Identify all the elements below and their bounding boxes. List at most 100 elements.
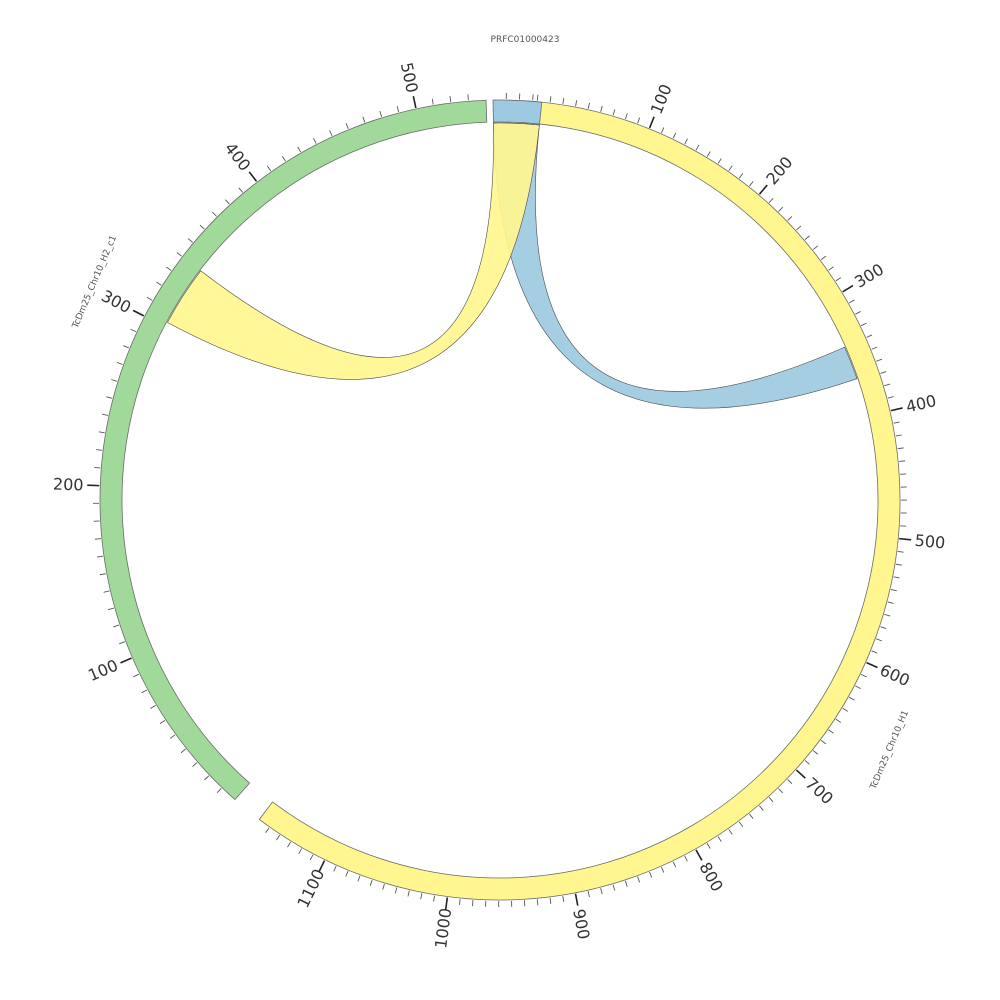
tick-label-tcdm25-chr10-h2-c1: 300 (98, 286, 134, 317)
minor-tick (684, 855, 688, 862)
minor-tick (624, 113, 628, 120)
minor-tick (728, 829, 733, 835)
minor-tick (848, 696, 855, 701)
minor-tick (281, 155, 286, 162)
minor-tick (116, 362, 123, 365)
minor-tick (562, 895, 565, 903)
minor-tick (329, 130, 333, 137)
minor-tick (835, 277, 842, 282)
major-tick (695, 849, 703, 861)
minor-tick (820, 739, 827, 745)
minor-tick (890, 589, 897, 592)
minor-tick (871, 650, 878, 654)
minor-tick (895, 434, 902, 437)
minor-tick (146, 296, 153, 301)
major-tick (574, 893, 579, 906)
minor-tick (778, 206, 784, 212)
minor-tick (612, 884, 616, 891)
minor-tick (876, 358, 883, 362)
tick-label-tcdm25-chr10-h2-c1: 500 (397, 61, 422, 95)
tick-label-tcdm25-chr10-h2-c1: 400 (221, 139, 255, 175)
major-tick (120, 657, 132, 664)
minor-tick (600, 888, 603, 895)
minor-tick (166, 266, 172, 271)
minor-tick (695, 144, 700, 151)
ribbons-layer (167, 122, 858, 409)
minor-tick (199, 224, 205, 230)
major-tick (758, 184, 768, 195)
minor-tick (123, 345, 130, 349)
minor-tick (649, 871, 653, 878)
minor-tick (96, 449, 103, 451)
minor-tick (192, 762, 198, 767)
minor-tick (899, 460, 906, 462)
minor-tick (880, 626, 887, 629)
minor-tick (396, 106, 400, 113)
ticks-layer (87, 93, 912, 910)
minor-tick (180, 748, 186, 754)
minor-tick (265, 827, 270, 834)
minor-tick (884, 613, 891, 617)
minor-tick (459, 898, 461, 906)
tick-label-tcdm25-chr10-h2-c1: 200 (53, 474, 84, 494)
minor-tick (880, 371, 887, 374)
minor-tick (224, 199, 230, 205)
minor-tick (276, 834, 281, 841)
minor-tick (266, 165, 272, 172)
minor-tick (828, 729, 834, 734)
minor-tick (587, 102, 590, 109)
tick-label-tcdm25-chr10-h1: 400 (904, 391, 938, 416)
tick-label-tcdm25-chr10-h1: 600 (877, 660, 913, 690)
sector-tcdm25-chr10-h1 (258, 100, 901, 901)
minor-tick (684, 138, 688, 145)
major-tick (648, 116, 655, 129)
minor-tick (575, 100, 578, 107)
minor-tick (536, 899, 539, 906)
major-tick (248, 171, 258, 182)
minor-tick (150, 704, 156, 709)
minor-tick (106, 396, 113, 399)
minor-tick (94, 538, 101, 540)
minor-tick (871, 346, 878, 350)
minor-tick (187, 238, 193, 243)
tick-label-tcdm25-chr10-h1: 300 (851, 260, 887, 292)
minor-tick (672, 861, 677, 868)
minor-tick (298, 848, 303, 854)
minor-tick (855, 685, 861, 690)
minor-tick (102, 413, 109, 416)
minor-tick (600, 105, 603, 112)
major-tick (899, 537, 912, 541)
minor-tick (176, 252, 182, 257)
minor-tick (133, 673, 140, 678)
tick-label-tcdm25-chr10-h1: 800 (695, 859, 727, 895)
major-tick (132, 309, 145, 317)
minor-tick (309, 854, 314, 861)
segment-label-prfc01000423: PRFC01000423 (491, 35, 560, 45)
minor-tick (866, 334, 873, 338)
minor-tick (433, 895, 436, 902)
minor-tick (749, 181, 754, 187)
minor-tick (897, 447, 904, 450)
segment-label-tcdm25-chr10-h1: TcDm25_Chr10_H1 (868, 709, 911, 792)
tick-label-tcdm25-chr10-h1: 200 (762, 153, 796, 189)
minor-tick (362, 116, 366, 123)
minor-tick (778, 788, 783, 794)
minor-tick (333, 865, 337, 872)
minor-tick (216, 788, 222, 793)
minor-tick (749, 813, 754, 819)
minor-tick (860, 322, 867, 327)
minor-tick (796, 225, 802, 231)
minor-tick (159, 719, 166, 725)
minor-tick (855, 311, 861, 315)
minor-tick (238, 187, 244, 193)
sector-tcdm25-chr10-h2-c1 (99, 99, 488, 801)
minor-tick (717, 158, 722, 164)
minor-tick (738, 821, 744, 827)
minor-tick (787, 779, 793, 784)
minor-tick (379, 110, 383, 117)
minor-tick (848, 299, 855, 304)
minor-tick (804, 235, 810, 240)
minor-tick (119, 641, 126, 645)
minor-tick (382, 883, 385, 890)
